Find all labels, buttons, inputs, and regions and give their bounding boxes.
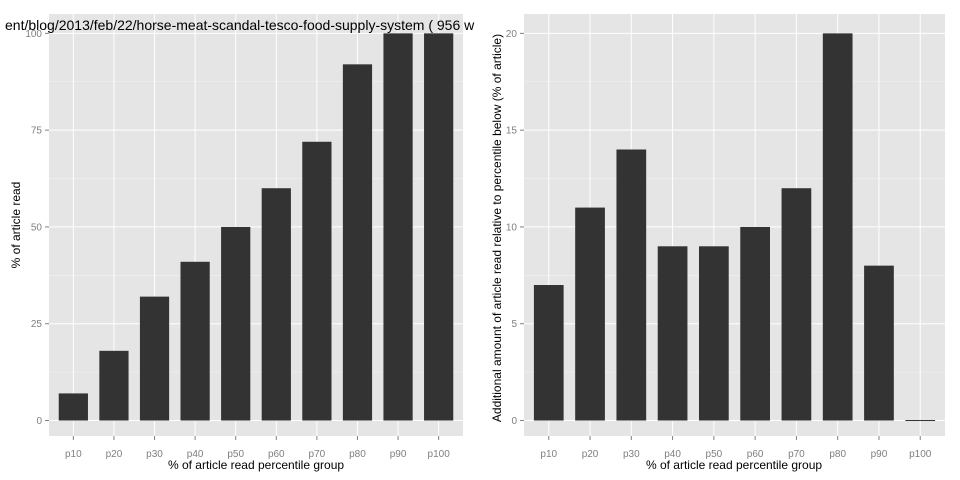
left-chart-x-tick-label: p100 xyxy=(428,449,451,460)
right-chart-x-tick-label: p30 xyxy=(623,449,640,460)
right-chart-x-axis: p10 p20 p30 p40 p50 p60 p70 p80 p90 p100 xyxy=(540,436,932,460)
right-chart-x-tick-label: p10 xyxy=(540,449,557,460)
left-chart-x-tick-label: p50 xyxy=(227,449,244,460)
right-chart-bar-p30 xyxy=(616,149,647,421)
right-chart-bar-p100 xyxy=(905,420,936,422)
left-chart-x-tick-label: p60 xyxy=(268,449,285,460)
left-chart-y-tick-label: 75 xyxy=(31,126,43,137)
right-chart-bar-p70 xyxy=(781,188,812,421)
right-chart-bar-p80 xyxy=(822,33,853,421)
right-chart-y-tick-label: 15 xyxy=(506,126,518,137)
right-chart-x-tick-label: p100 xyxy=(909,449,932,460)
left-chart-bars xyxy=(58,33,454,421)
left-chart-x-axis: p10 p20 p30 p40 p50 p60 p70 p80 p90 p100 xyxy=(65,436,450,460)
right-chart-x-tick-label: p70 xyxy=(788,449,805,460)
right-chart-y-axis: 0 5 10 15 20 xyxy=(506,29,524,427)
right-chart-y-tick-label: 0 xyxy=(511,416,517,427)
left-chart-bar-p50 xyxy=(221,226,251,421)
left-chart-bar-p60 xyxy=(261,188,291,421)
left-chart-x-axis-title: % of article read percentile group xyxy=(168,458,344,472)
right-chart-bar-p50 xyxy=(699,246,729,421)
right-chart-bar-p20 xyxy=(575,207,605,421)
right-chart-x-tick-label: p90 xyxy=(871,449,888,460)
left-chart-x-tick-label: p30 xyxy=(146,449,163,460)
right-chart-y-tick-label: 10 xyxy=(506,222,518,233)
left-chart-title: ent/blog/2013/feb/22/horse-meat-scandal-… xyxy=(5,17,475,33)
right-chart-bar-p40 xyxy=(657,246,688,421)
right-chart-x-tick-label: p60 xyxy=(747,449,764,460)
left-chart-y-tick-label: 25 xyxy=(31,319,43,330)
left-chart-x-tick-label: p10 xyxy=(65,449,82,460)
right-chart-x-tick-label: p20 xyxy=(582,449,599,460)
left-chart-y-tick-label: 50 xyxy=(31,222,43,233)
left-chart-bar-p10 xyxy=(58,393,88,421)
right-chart-x-tick-label: p40 xyxy=(664,449,681,460)
left-chart-y-tick-label: 0 xyxy=(36,416,42,427)
right-chart-x-axis-title: % of article read percentile group xyxy=(646,458,822,472)
left-chart-bar-p90 xyxy=(383,33,413,421)
right-chart-bar-p10 xyxy=(533,285,564,421)
right-chart-x-tick-label: p50 xyxy=(706,449,723,460)
left-chart-bar-p20 xyxy=(99,350,129,421)
right-chart-bar-p60 xyxy=(740,226,770,421)
left-chart-y-tick-label: 100 xyxy=(25,29,42,40)
left-chart-x-tick-label: p70 xyxy=(309,449,326,460)
left-chart-bar-p70 xyxy=(302,141,332,421)
left-chart-y-axis: 0 25 50 75 100 xyxy=(25,29,49,427)
right-chart: 0 5 10 15 20 p10 p20 p30 p40 p50 p60 p70 p80 p90 p100… xyxy=(490,14,945,472)
left-chart-bar-p40 xyxy=(180,261,210,421)
right-chart-bars xyxy=(533,33,936,422)
left-chart-x-tick-label: p20 xyxy=(106,449,123,460)
left-chart-bar-p80 xyxy=(342,64,373,421)
left-chart-x-tick-label: p40 xyxy=(187,449,204,460)
left-chart-x-tick-label: p80 xyxy=(349,449,366,460)
right-chart-x-tick-label: p80 xyxy=(829,449,846,460)
right-chart-y-tick-label: 20 xyxy=(506,29,518,40)
left-chart-y-axis-title: % of article read xyxy=(9,182,23,269)
right-chart-y-axis-title: Additional amount of article read relati… xyxy=(490,34,504,422)
left-chart-bar-p30 xyxy=(139,296,170,421)
right-chart-bar-p90 xyxy=(864,265,894,421)
left-chart-bar-p100 xyxy=(424,33,454,421)
right-chart-y-tick-label: 5 xyxy=(511,319,517,330)
left-chart-x-tick-label: p90 xyxy=(390,449,407,460)
